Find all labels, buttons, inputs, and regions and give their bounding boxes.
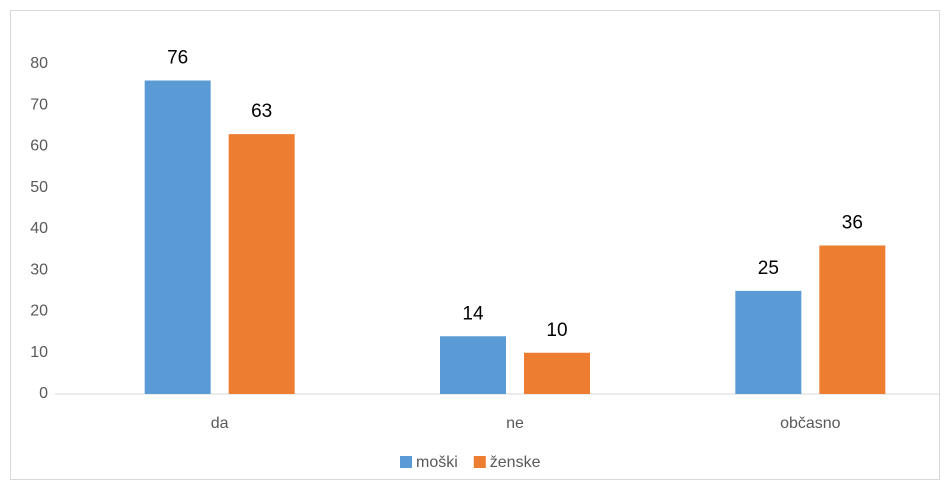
x-tick-label: da <box>211 415 229 432</box>
bar <box>524 352 590 394</box>
bar <box>144 80 211 394</box>
legend-label: ženske <box>490 454 541 471</box>
bar <box>735 290 802 394</box>
y-tick-label: 10 <box>30 344 48 361</box>
data-label: 14 <box>462 303 484 324</box>
y-tick-label: 30 <box>30 261 48 278</box>
y-tick-label: 80 <box>30 55 48 72</box>
legend-swatch <box>400 456 412 468</box>
data-label: 76 <box>167 48 188 69</box>
legend-label: moški <box>416 454 458 471</box>
y-tick-label: 20 <box>30 303 48 320</box>
y-tick-label: 70 <box>30 96 48 113</box>
x-tick-label: občasno <box>780 415 841 432</box>
x-tick-label: ne <box>506 415 524 432</box>
data-label: 10 <box>546 320 567 341</box>
bar <box>819 245 886 394</box>
bar <box>228 134 295 394</box>
y-tick-label: 50 <box>30 179 48 196</box>
legend-swatch <box>473 456 486 468</box>
y-tick-label: 40 <box>30 220 48 237</box>
y-tick-label: 0 <box>39 385 48 402</box>
data-label: 25 <box>758 258 779 279</box>
data-label: 63 <box>251 101 272 122</box>
bar <box>440 336 506 394</box>
data-label: 36 <box>842 213 863 234</box>
y-tick-label: 60 <box>30 138 48 155</box>
